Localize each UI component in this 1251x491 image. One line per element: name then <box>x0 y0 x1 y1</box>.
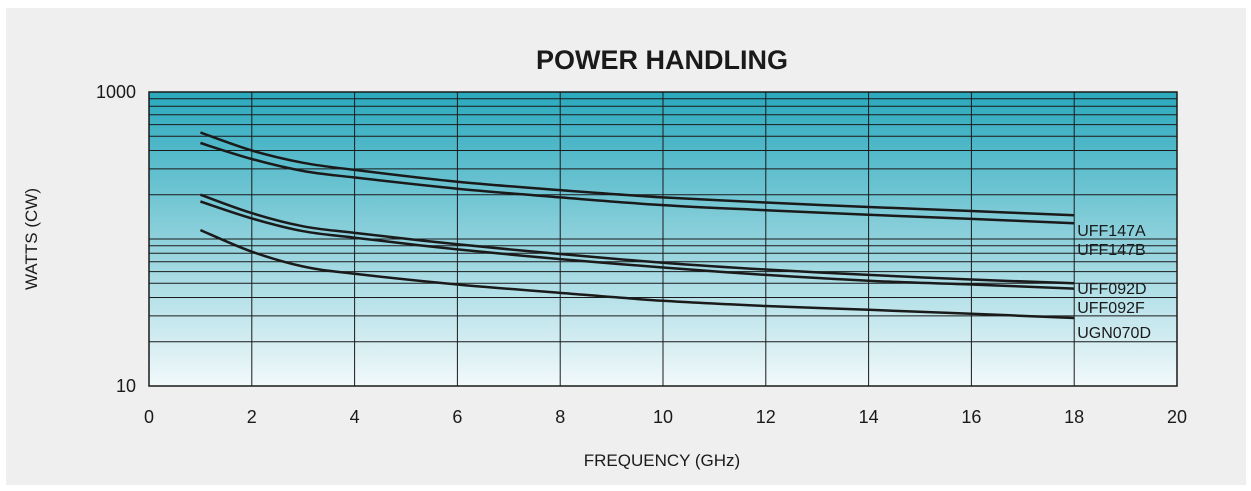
series-lines <box>199 131 1075 320</box>
grid-lines <box>148 92 1178 386</box>
y-tick-label: 10 <box>116 376 136 396</box>
series-line-uff092f <box>200 200 1075 290</box>
power-handling-chart: POWER HANDLING 0 2 4 6 8 10 12 14 16 18 20 101000 … <box>22 45 1187 470</box>
series-line-uff147b <box>200 141 1075 225</box>
x-tick-label: 0 <box>144 407 154 427</box>
series-line-uff092d <box>199 193 1075 285</box>
y-tick-label: 1000 <box>96 82 136 102</box>
x-tick-label: 12 <box>756 407 776 427</box>
x-tick-label: 6 <box>452 407 462 427</box>
series-label-uff147a: UFF147A <box>1077 223 1146 240</box>
y-tick-labels: 10 1000 <box>96 82 136 396</box>
series-label-uff092d: UFF092D <box>1077 281 1146 298</box>
series-label-ugn070d: UGN070D <box>1077 325 1151 342</box>
series-label-uff147b: UFF147B <box>1077 242 1145 259</box>
x-tick-label: 18 <box>1064 407 1084 427</box>
series-line-ugn070d <box>199 228 1075 320</box>
series-label-uff092f: UFF092F <box>1077 300 1145 317</box>
chart-frame: POWER HANDLING 0 2 4 6 8 10 12 14 16 18 20 10 1000 … <box>6 8 1246 485</box>
x-tick-label: 20 <box>1167 407 1187 427</box>
series-line-uff147a <box>199 131 1075 217</box>
chart-title: POWER HANDLING <box>536 45 788 75</box>
x-axis-label: FREQUENCY (GHz) <box>584 451 740 470</box>
x-tick-label: 10 <box>653 407 673 427</box>
y-axis-label: WATTS (CW) <box>22 188 41 290</box>
x-tick-label: 16 <box>961 407 981 427</box>
x-tick-labels: 0 2 4 6 8 10 12 14 16 18 20 <box>144 407 1187 427</box>
x-tick-label: 4 <box>350 407 360 427</box>
plot-border <box>148 91 1178 387</box>
x-tick-label: 8 <box>555 407 565 427</box>
x-tick-label: 14 <box>859 407 879 427</box>
x-tick-label: 2 <box>247 407 257 427</box>
series-labels: UFF147A UFF147B UFF092D UFF092F UGN070D <box>1077 223 1151 342</box>
